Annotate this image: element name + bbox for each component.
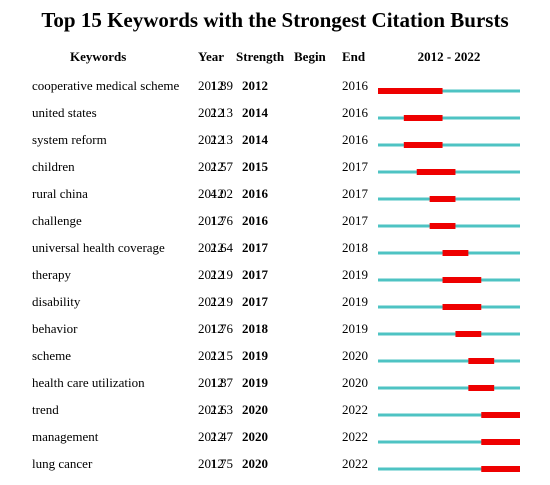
keyword: trend xyxy=(32,402,59,417)
burst-bar xyxy=(378,88,443,94)
strength: 1.75 xyxy=(210,456,233,471)
strength: 2.19 xyxy=(210,267,233,282)
begin: 2020 xyxy=(242,456,268,471)
burst-bar xyxy=(442,304,482,310)
burst-bar xyxy=(442,277,482,283)
year: 2012 xyxy=(198,267,224,282)
year: 2012 xyxy=(198,402,224,417)
begin: 2012 xyxy=(242,78,268,93)
burst-bar xyxy=(442,250,469,256)
begin: 2015 xyxy=(242,159,269,174)
column-header: 2012 - 2022 xyxy=(418,49,481,64)
burst-bar xyxy=(403,115,443,121)
year: 2012 xyxy=(198,132,224,147)
strength: 2.15 xyxy=(210,348,233,363)
end: 2016 xyxy=(342,78,369,93)
strength: 4.02 xyxy=(210,186,233,201)
year: 2012 xyxy=(198,186,224,201)
strength: 1.87 xyxy=(210,375,233,390)
begin: 2016 xyxy=(242,186,269,201)
year: 2012 xyxy=(198,213,224,228)
burst-bar xyxy=(403,142,443,148)
year: 2012 xyxy=(198,159,224,174)
keyword: universal health coverage xyxy=(32,240,165,255)
begin: 2019 xyxy=(242,348,269,363)
begin: 2014 xyxy=(242,105,269,120)
keyword: cooperative medical scheme xyxy=(32,78,179,93)
strength: 1.76 xyxy=(210,213,233,228)
strength: 2.13 xyxy=(210,132,233,147)
end: 2022 xyxy=(342,402,368,417)
begin: 2017 xyxy=(242,294,269,309)
burst-bar xyxy=(468,358,495,364)
burst-bar xyxy=(481,466,520,472)
begin: 2020 xyxy=(242,429,268,444)
strength: 2.64 xyxy=(210,240,233,255)
keyword: health care utilization xyxy=(32,375,145,390)
end: 2019 xyxy=(342,294,368,309)
year: 2012 xyxy=(198,294,224,309)
end: 2017 xyxy=(342,159,369,174)
burst-bar xyxy=(429,223,456,229)
keyword: management xyxy=(32,429,99,444)
strength: 2.13 xyxy=(210,105,233,120)
burst-bar xyxy=(416,169,456,175)
begin: 2017 xyxy=(242,267,269,282)
burst-bar xyxy=(468,385,495,391)
year: 2012 xyxy=(198,78,224,93)
begin: 2017 xyxy=(242,240,269,255)
end: 2020 xyxy=(342,348,368,363)
end: 2016 xyxy=(342,132,369,147)
strength: 1.76 xyxy=(210,321,233,336)
keyword: therapy xyxy=(32,267,71,282)
strength: 1.89 xyxy=(210,78,233,93)
end: 2017 xyxy=(342,213,369,228)
burst-bar xyxy=(481,412,520,418)
begin: 2019 xyxy=(242,375,269,390)
year: 2012 xyxy=(198,105,224,120)
year: 2012 xyxy=(198,321,224,336)
end: 2016 xyxy=(342,105,369,120)
keyword: scheme xyxy=(32,348,71,363)
keyword: children xyxy=(32,159,75,174)
burst-bar xyxy=(455,331,482,337)
begin: 2020 xyxy=(242,402,268,417)
column-header: Begin xyxy=(294,49,327,64)
strength: 2.63 xyxy=(210,402,233,417)
burst-bar xyxy=(429,196,456,202)
begin: 2018 xyxy=(242,321,269,336)
keyword: united states xyxy=(32,105,97,120)
end: 2022 xyxy=(342,456,368,471)
year: 2012 xyxy=(198,348,224,363)
year: 2012 xyxy=(198,429,224,444)
end: 2022 xyxy=(342,429,368,444)
end: 2017 xyxy=(342,186,369,201)
keyword: behavior xyxy=(32,321,78,336)
column-header: End xyxy=(342,49,366,64)
keyword: lung cancer xyxy=(32,456,93,471)
column-header: Keywords xyxy=(70,49,126,64)
burst-bar xyxy=(481,439,520,445)
begin: 2014 xyxy=(242,132,269,147)
year: 2012 xyxy=(198,456,224,471)
column-header: Year xyxy=(198,49,224,64)
end: 2020 xyxy=(342,375,368,390)
column-header: Strength xyxy=(236,49,285,64)
end: 2019 xyxy=(342,267,368,282)
begin: 2016 xyxy=(242,213,269,228)
keyword: challenge xyxy=(32,213,82,228)
keyword: rural china xyxy=(32,186,88,201)
year: 2012 xyxy=(198,375,224,390)
keyword: system reform xyxy=(32,132,107,147)
strength: 2.47 xyxy=(210,429,233,444)
keyword: disability xyxy=(32,294,81,309)
title: Top 15 Keywords with the Strongest Citat… xyxy=(41,8,508,32)
end: 2019 xyxy=(342,321,368,336)
year: 2012 xyxy=(198,240,224,255)
end: 2018 xyxy=(342,240,368,255)
strength: 2.57 xyxy=(210,159,233,174)
strength: 2.19 xyxy=(210,294,233,309)
